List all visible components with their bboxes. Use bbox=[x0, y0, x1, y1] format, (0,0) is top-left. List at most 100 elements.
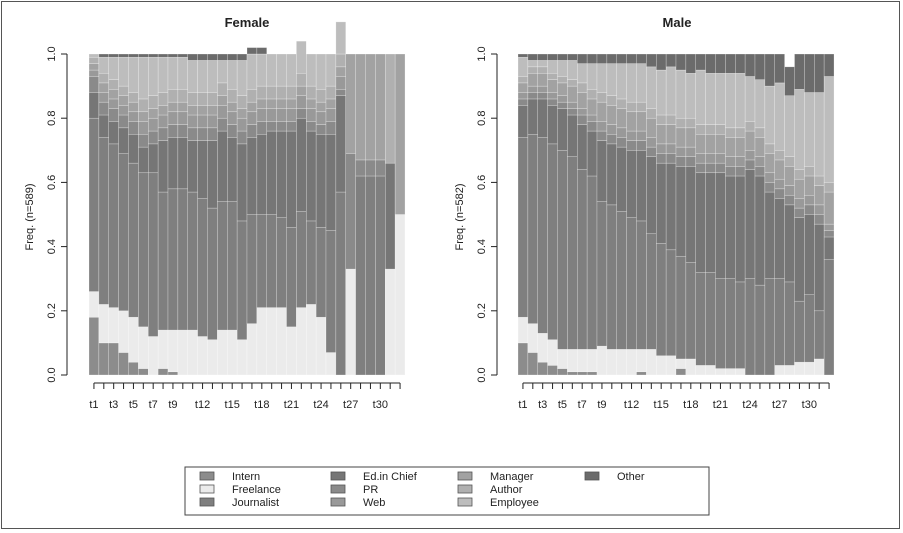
bar-segment-pr bbox=[128, 121, 139, 135]
bar-segment-pr bbox=[325, 121, 337, 135]
legend-item: PR bbox=[330, 484, 378, 496]
bar-segment-author bbox=[804, 166, 815, 177]
bar-segment-employee bbox=[705, 73, 716, 125]
bar-segment-employee bbox=[335, 21, 347, 55]
bar-segment-freelance bbox=[157, 329, 169, 369]
bar-segment-other bbox=[167, 53, 179, 58]
bar-segment-pr bbox=[705, 162, 716, 174]
bar-segment-web bbox=[335, 76, 347, 90]
bar-segment-pr bbox=[656, 153, 667, 164]
bar-segment-journalist bbox=[207, 207, 218, 340]
bar-segment-journalist bbox=[365, 175, 376, 376]
bar-segment-web bbox=[586, 114, 598, 122]
bar-segment-employee bbox=[315, 53, 327, 90]
bar-segment-employee bbox=[744, 76, 756, 122]
bar-segment-employee bbox=[306, 53, 317, 87]
y-tick-label: 0.6 bbox=[46, 175, 58, 190]
bar-segment-employee bbox=[823, 76, 835, 183]
bar-segment-manager bbox=[246, 101, 258, 113]
bar-segment-author bbox=[774, 150, 785, 161]
bar-segment-intern bbox=[138, 368, 149, 376]
bar-segment-employee bbox=[804, 92, 815, 167]
bar-segment-web bbox=[217, 105, 228, 119]
bar-segment-other bbox=[695, 53, 706, 71]
bar-t24 bbox=[315, 53, 327, 376]
bar-segment-freelance bbox=[675, 358, 687, 369]
bar-segment-pr bbox=[296, 108, 307, 119]
legend-label: Web bbox=[363, 497, 385, 509]
bar-segment-freelance bbox=[187, 329, 198, 376]
bar-segment-manager bbox=[375, 53, 386, 161]
bar-segment-author bbox=[685, 117, 697, 129]
bar-segment-ed-in-chief bbox=[207, 140, 218, 209]
bar-segment-journalist bbox=[256, 214, 268, 308]
bar-segment-manager bbox=[685, 127, 697, 148]
bar-segment-manager bbox=[296, 85, 307, 96]
legend-item: Employee bbox=[457, 497, 539, 509]
female-panel: Female Freq. (n=589) 0.00.20.40.60.81.0 … bbox=[24, 15, 406, 411]
bar-segment-manager bbox=[695, 134, 706, 154]
stacked-bars bbox=[88, 21, 406, 376]
bar-segment-employee bbox=[118, 56, 129, 87]
bar-segment-author bbox=[385, 53, 396, 164]
bar-segment-manager bbox=[656, 124, 667, 145]
bar-segment-ed-in-chief bbox=[108, 121, 119, 145]
bar-segment-other bbox=[665, 53, 677, 68]
bar-segment-manager bbox=[705, 134, 716, 154]
bar-segment-author bbox=[227, 89, 238, 103]
legend-item: Manager bbox=[457, 471, 534, 483]
bar-segment-journalist bbox=[108, 143, 119, 308]
bar-segment-freelance bbox=[167, 329, 179, 373]
bar-segment-journalist bbox=[695, 272, 706, 366]
bar-segment-ed-in-chief bbox=[276, 130, 287, 218]
bar-segment-author bbox=[606, 95, 618, 106]
legend-item: Intern bbox=[199, 471, 260, 483]
bar-segment-other bbox=[567, 53, 578, 61]
bar-segment-intern bbox=[586, 371, 598, 376]
bar-segment-web bbox=[725, 156, 736, 167]
bar-segment-author bbox=[306, 85, 317, 100]
x-tick-label: t5 bbox=[558, 399, 567, 411]
y-tick-label: 0.2 bbox=[476, 303, 488, 318]
bar-t25 bbox=[325, 53, 337, 376]
bar-segment-employee bbox=[197, 60, 208, 93]
x-tick-label: t7 bbox=[578, 399, 587, 411]
bar-segment-ed-in-chief bbox=[177, 137, 189, 190]
bar-t14 bbox=[217, 53, 228, 376]
bar-segment-author bbox=[725, 127, 736, 138]
bar-segment-web bbox=[256, 108, 268, 122]
x-tick-label: t5 bbox=[129, 399, 138, 411]
bar-segment-journalist bbox=[296, 211, 307, 308]
bar-segment-web bbox=[108, 98, 119, 109]
bar-t6 bbox=[567, 53, 578, 376]
bar-segment-manager bbox=[744, 130, 756, 151]
bar-segment-freelance bbox=[705, 365, 716, 376]
bar-segment-journalist bbox=[128, 162, 139, 318]
bar-segment-author bbox=[167, 89, 179, 103]
bar-segment-author bbox=[567, 79, 578, 87]
bar-segment-web bbox=[577, 108, 588, 116]
bar-segment-freelance bbox=[227, 329, 238, 376]
legend-label: Author bbox=[490, 484, 523, 496]
bar-segment-web bbox=[557, 95, 568, 103]
bar-segment-other bbox=[177, 53, 189, 58]
bar-segment-ed-in-chief bbox=[606, 143, 618, 206]
bar-segment-intern bbox=[557, 368, 568, 376]
bar-segment-employee bbox=[794, 89, 805, 170]
stacked-bars bbox=[517, 53, 835, 376]
bar-t21 bbox=[286, 53, 297, 376]
bar-t28 bbox=[784, 66, 795, 376]
bar-segment-freelance bbox=[207, 339, 218, 376]
bar-segment-web bbox=[98, 92, 110, 103]
bar-segment-author bbox=[148, 95, 159, 109]
bar-segment-pr bbox=[217, 117, 228, 132]
bar-segment-web bbox=[157, 114, 169, 129]
bar-t28 bbox=[355, 53, 366, 376]
bar-segment-journalist bbox=[375, 175, 386, 376]
legend-swatch bbox=[199, 471, 215, 481]
bar-t3 bbox=[108, 53, 119, 376]
bar-segment-other bbox=[814, 53, 825, 93]
bar-segment-web bbox=[197, 114, 208, 129]
bar-segment-ed-in-chief bbox=[735, 175, 746, 283]
bar-segment-author bbox=[128, 92, 139, 103]
